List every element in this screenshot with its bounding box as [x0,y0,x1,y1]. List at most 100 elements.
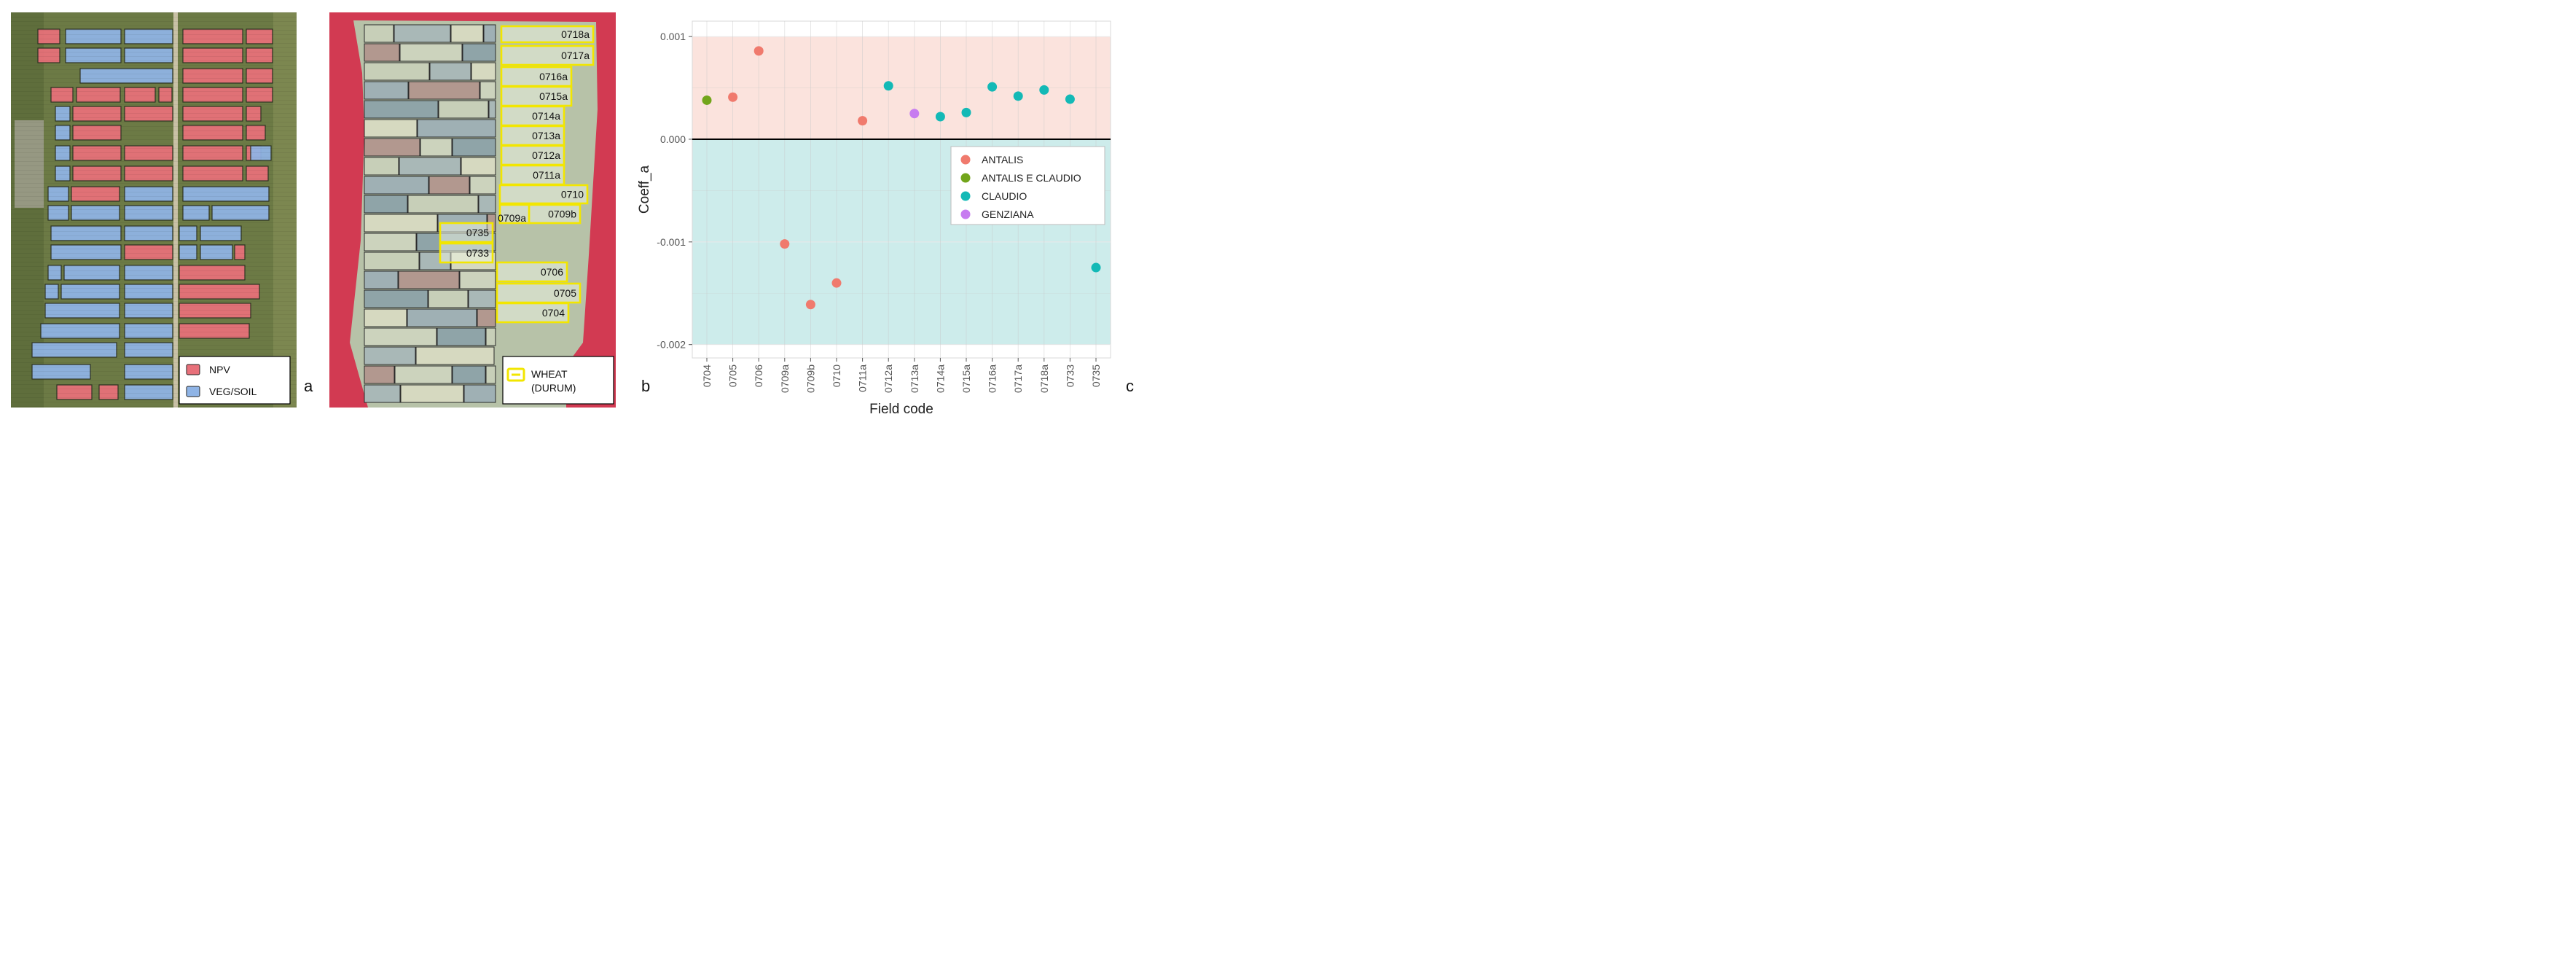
x-tick-label: 0716a [987,365,998,393]
field-parcel [364,346,416,365]
wheat-field-label: 0704 [542,307,565,319]
data-point [753,46,764,56]
data-point [831,278,842,288]
data-point [805,300,815,310]
legend-label: CLAUDIO [982,190,1027,202]
field-parcel [364,138,420,157]
field-parcel [399,43,463,62]
field-parcel [398,270,460,289]
field-parcel [415,346,495,365]
field-parcel [450,24,484,43]
field-parcel [436,327,486,346]
legend-vegsoil-swatch [186,386,200,397]
x-tick-label: 0718a [1038,365,1050,393]
panel-c-scatter-chart: 0.001 0.000 -0.001 -0.002 0704 0705 0706 0709a… [637,20,1134,417]
legend-wheat-label-2: (DURUM) [531,382,576,394]
x-tick-label: 0710 [831,365,842,387]
x-tick-label: 0717a [1012,365,1024,393]
wheat-field-label: 0717a [561,50,590,61]
legend-label: GENZIANA [982,208,1034,220]
field-parcel [364,270,399,289]
field-parcel [364,308,407,327]
field-parcel [364,62,430,81]
data-point [1039,85,1049,95]
legend-wheat-swatch [506,367,525,382]
panel-b-wheat-fields: 0718a 0717a 0716a 0715a 0714a 0713a 0712a 0711a… [439,25,595,324]
field-parcel [407,308,477,327]
data-point [858,116,868,126]
field-parcel [364,289,428,308]
field-parcel [420,138,453,157]
field-parcel [364,195,408,214]
wheat-field-outline [496,302,570,324]
field-parcel [428,176,470,195]
legend-vegsoil-label: VEG/SOIL [209,386,257,397]
field-parcel [452,365,486,384]
wheat-field-outline [500,85,573,107]
field-parcel [364,100,439,119]
x-tick-label: 0705 [727,365,739,387]
field-parcel [364,365,395,384]
field-parcel [364,252,420,270]
wheat-field-outline [439,222,494,243]
legend-marker [960,155,971,165]
x-axis-ticks: 0704 0705 0706 0709a 0709b 0710 0711a 0712a 0713… [701,358,1102,393]
data-point [728,92,738,102]
legend-label: ANTALIS E CLAUDIO [982,172,1081,184]
field-parcel [459,270,496,289]
field-parcel [364,119,418,138]
wheat-field-label: 0705 [554,287,576,299]
x-tick-label: 0715a [960,365,972,393]
wheat-field-outline [500,164,565,186]
wheat-field-label: 0733 [466,247,489,259]
field-parcel [417,119,496,138]
y-axis-ticks: 0.001 0.000 -0.001 -0.002 [657,31,692,351]
legend-wheat-label-1: WHEAT [531,368,568,380]
field-parcel [364,24,394,43]
field-parcel [478,195,496,214]
field-parcel [394,24,451,43]
wheat-field-label: 0709a [498,212,526,224]
y-tick-label: 0.000 [660,133,686,145]
x-tick-label: 0733 [1064,365,1076,387]
legend-npv-label: NPV [209,364,230,375]
panel-b-letter: b [641,377,650,395]
panel-a-field-parcels [11,12,297,408]
wheat-field-label: 0716a [539,71,568,82]
data-point [909,109,920,119]
wheat-field-outline [500,44,595,66]
field-parcel [485,365,496,384]
wheat-field-label: 0709b [548,208,576,220]
field-parcel [452,138,496,157]
field-parcel [364,43,400,62]
chart-legend-box [950,146,1105,225]
x-tick-label: 0709a [779,365,791,393]
field-parcel [469,176,496,195]
data-point [883,81,893,91]
field-parcel [407,195,479,214]
x-tick-label: 0712a [882,365,894,393]
panel-a-aerial-map: NPV VEG/SOIL a [11,12,313,408]
field-parcel [463,384,496,403]
field-parcel [400,384,464,403]
field-texture [11,12,297,408]
panel-a-legend: NPV VEG/SOIL [179,356,291,405]
data-point [780,239,790,249]
y-tick-label: -0.001 [657,236,686,248]
field-parcel [364,327,437,346]
legend-label: ANTALIS [982,154,1023,165]
field-parcel [364,384,401,403]
field-parcel [468,289,496,308]
legend-marker [960,209,971,219]
data-point [987,82,998,92]
wheat-field-label: 0710 [561,189,584,200]
x-tick-label: 0711a [857,365,869,392]
legend-marker [960,173,971,183]
data-point [1091,262,1101,273]
y-tick-label: -0.002 [657,339,686,351]
wheat-field-outline [498,203,531,225]
field-parcel [461,157,496,176]
field-parcel [364,176,429,195]
field-parcel [408,81,480,100]
panel-a-letter: a [304,377,313,395]
